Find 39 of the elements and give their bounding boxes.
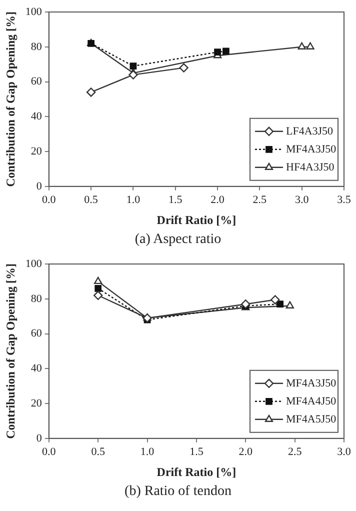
y-tick-label: 20 [30,397,42,410]
y-tick-label: 60 [30,328,42,340]
x-tick-label: 0.5 [84,194,98,206]
x-tick-label: 3.5 [337,194,352,206]
x-tick-label: 1.0 [126,194,141,206]
x-tick-label: 0.5 [91,446,106,458]
x-axis-title: Drift Ratio [%] [156,212,236,227]
y-tick-label: 80 [30,292,42,305]
x-tick-label: 2.5 [288,446,302,458]
y-axis-title: Contribution of Gap Opening [%] [3,12,18,187]
y-tick-label: 0 [36,180,42,192]
x-tick-label: 0.0 [42,446,56,458]
x-tick-label: 2.5 [252,194,268,206]
x-tick-label: 3.0 [294,194,310,206]
y-tick-label: 100 [25,6,42,18]
x-tick-label: 0.0 [42,194,56,206]
legend-label: MF4A3J50 [286,377,337,390]
legend-label: MF4A4J50 [286,395,337,408]
y-tick-label: 0 [36,432,42,444]
text: (a) Aspect ratio [134,232,222,249]
y-tick-label: 60 [30,76,42,88]
legend-label: MF4A3J50 [286,143,337,156]
x-tick-label: 1.5 [190,446,204,458]
text: (b) Ratio of tendon [124,484,232,501]
x-tick-label: 2.0 [210,194,225,206]
y-tick-label: 100 [25,258,42,270]
x-tick-label: 2.0 [238,446,254,458]
y-tick-label: 40 [30,362,42,375]
y-tick-label: 40 [30,110,42,123]
legend-label: LF4A3J50 [286,125,334,138]
y-axis-title: Contribution of Gap Opening [%] [3,264,18,439]
legend-label: HF4A3J50 [286,161,335,174]
y-tick-label: 80 [30,40,42,53]
x-tick-label: 3.0 [337,446,352,458]
x-tick-label: 1.5 [168,194,183,206]
x-tick-label: 1.0 [140,446,155,458]
legend-label: MF4A5J50 [286,413,337,426]
y-tick-label: 20 [30,145,42,158]
x-axis-title: Drift Ratio [%] [156,464,236,479]
